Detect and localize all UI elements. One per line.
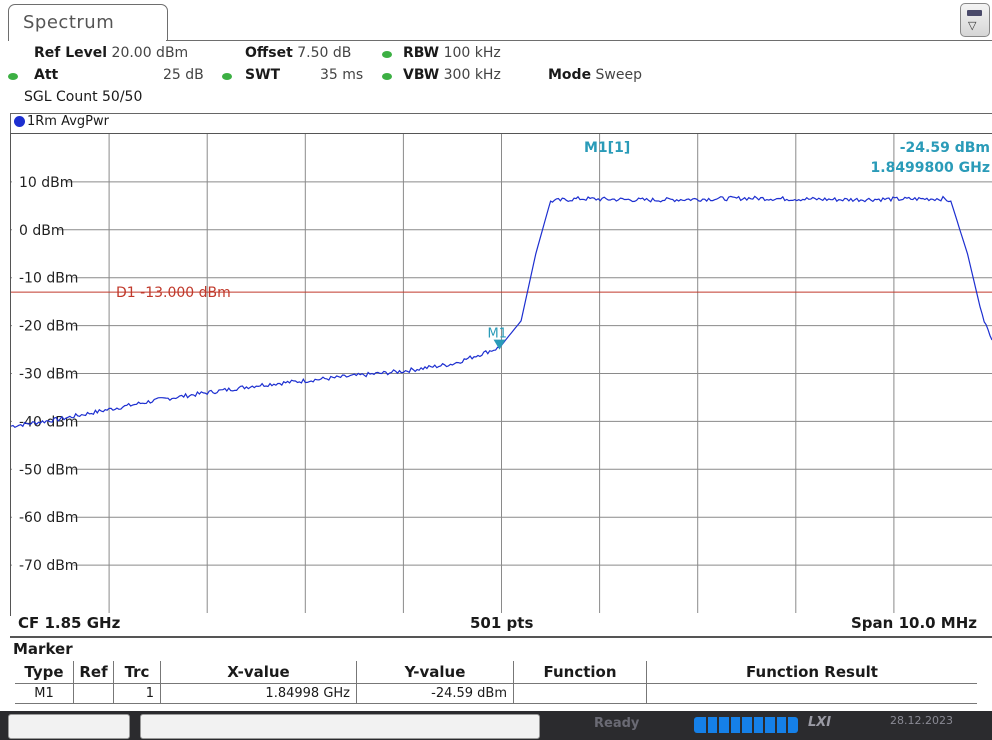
status-field-message (140, 714, 540, 739)
lxi-icon: LXI (808, 715, 832, 730)
cell-y-value: -24.59 dBm (356, 683, 514, 704)
offset-setting[interactable]: Offset 7.50 dB (245, 45, 351, 61)
tab-spectrum[interactable]: Spectrum (8, 4, 168, 41)
y-tick-label-bg (12, 364, 74, 382)
swt-value: 35 ms (320, 67, 364, 83)
y-tick-label: -70 dBm (19, 558, 78, 574)
marker-readout-x: 1.8499800 GHz (871, 160, 990, 176)
cell-function-result (646, 683, 977, 704)
marker-table-header: Type Ref Trc X-value Y-value Function Fu… (15, 661, 977, 684)
sgl-count: SGL Count 50/50 (24, 89, 143, 105)
status-ready: Ready (594, 716, 640, 731)
y-tick-label: 0 dBm (19, 223, 65, 239)
ref-level-setting[interactable]: Ref Level 20.00 dBm (34, 45, 188, 61)
ref-level-value: 20.00 dBm (111, 45, 189, 61)
col-trc: Trc (113, 661, 161, 684)
plot-footer-divider (10, 636, 992, 638)
swt-label: SWT (245, 67, 281, 83)
offset-value: 7.50 dB (297, 45, 352, 61)
cell-x-value: 1.84998 GHz (160, 683, 357, 704)
att-setting[interactable]: Att (34, 67, 58, 83)
y-tick-label: -60 dBm (19, 510, 78, 526)
vbw-value: 300 kHz (443, 67, 501, 83)
y-tick-label-bg (12, 508, 74, 526)
mode-setting[interactable]: Mode Sweep (548, 67, 642, 83)
col-type: Type (15, 661, 74, 684)
col-function-result: Function Result (646, 661, 977, 684)
col-x-value: X-value (160, 661, 357, 684)
status-field-left (8, 714, 130, 739)
cell-type: M1 (15, 683, 74, 704)
vbw-coupled-dot-icon (382, 73, 392, 80)
cell-function (513, 683, 647, 704)
y-tick-label: -50 dBm (19, 462, 78, 478)
marker-readout-y: -24.59 dBm (900, 140, 990, 156)
sweep-points: 501 pts (470, 614, 534, 632)
table-row[interactable]: M1 1 1.84998 GHz -24.59 dBm (15, 683, 977, 704)
offset-label: Offset (245, 45, 293, 61)
cell-ref (73, 683, 114, 704)
menu-icon[interactable]: ▽ (960, 3, 990, 37)
y-tick-label-bg (12, 268, 74, 286)
rbw-value: 100 kHz (443, 45, 501, 61)
marker-readout-label: M1[1] (584, 140, 630, 156)
rbw-setting[interactable]: RBW 100 kHz (403, 45, 501, 61)
trace-label: 1Rm AvgPwr (27, 114, 109, 129)
col-y-value: Y-value (356, 661, 514, 684)
y-tick-label: -20 dBm (19, 319, 78, 335)
y-tick-label-bg (12, 220, 57, 238)
sweep-progress-bar (694, 717, 798, 733)
trace-label-bar (10, 113, 992, 134)
cell-trc: 1 (113, 683, 161, 704)
center-frequency: CF 1.85 GHz (18, 614, 121, 632)
vbw-setting[interactable]: VBW 300 kHz (403, 67, 501, 83)
mode-value: Sweep (595, 67, 642, 83)
col-function: Function (513, 661, 647, 684)
swt-setting[interactable]: SWT (245, 67, 280, 83)
tab-underline (166, 40, 992, 41)
marker-table[interactable]: Type Ref Trc X-value Y-value Function Fu… (15, 661, 977, 704)
marker-table-title: Marker (13, 640, 73, 658)
display-line-label: D1 -13.000 dBm (116, 285, 231, 301)
status-bar (0, 711, 992, 740)
rbw-coupled-dot-icon (382, 51, 392, 58)
att-label: Att (34, 67, 59, 83)
att-coupled-dot-icon (8, 73, 18, 80)
marker-triangle-icon (493, 339, 506, 350)
y-tick-label-bg (12, 556, 74, 574)
mode-label: Mode (548, 67, 592, 83)
ref-level-label: Ref Level (34, 45, 108, 61)
plot-frame (10, 133, 992, 616)
swt-coupled-dot-icon (222, 73, 232, 80)
marker-label: M1 (488, 327, 508, 342)
y-tick-label: -30 dBm (19, 367, 78, 383)
trace-dot-icon (14, 116, 25, 127)
y-tick-label: 10 dBm (19, 175, 73, 191)
vbw-label: VBW (403, 67, 440, 83)
rbw-label: RBW (403, 45, 440, 61)
trace-line (10, 195, 992, 429)
tab-title: Spectrum (23, 12, 115, 33)
y-tick-label-bg (12, 172, 66, 190)
y-tick-label-bg (12, 460, 74, 478)
col-ref: Ref (73, 661, 114, 684)
y-tick-label-bg (12, 316, 74, 334)
y-tick-label: -10 dBm (19, 271, 78, 287)
status-date: 28.12.2023 (890, 714, 953, 727)
att-value: 25 dB (163, 67, 204, 83)
grid (11, 134, 992, 613)
span: Span 10.0 MHz (851, 614, 978, 632)
